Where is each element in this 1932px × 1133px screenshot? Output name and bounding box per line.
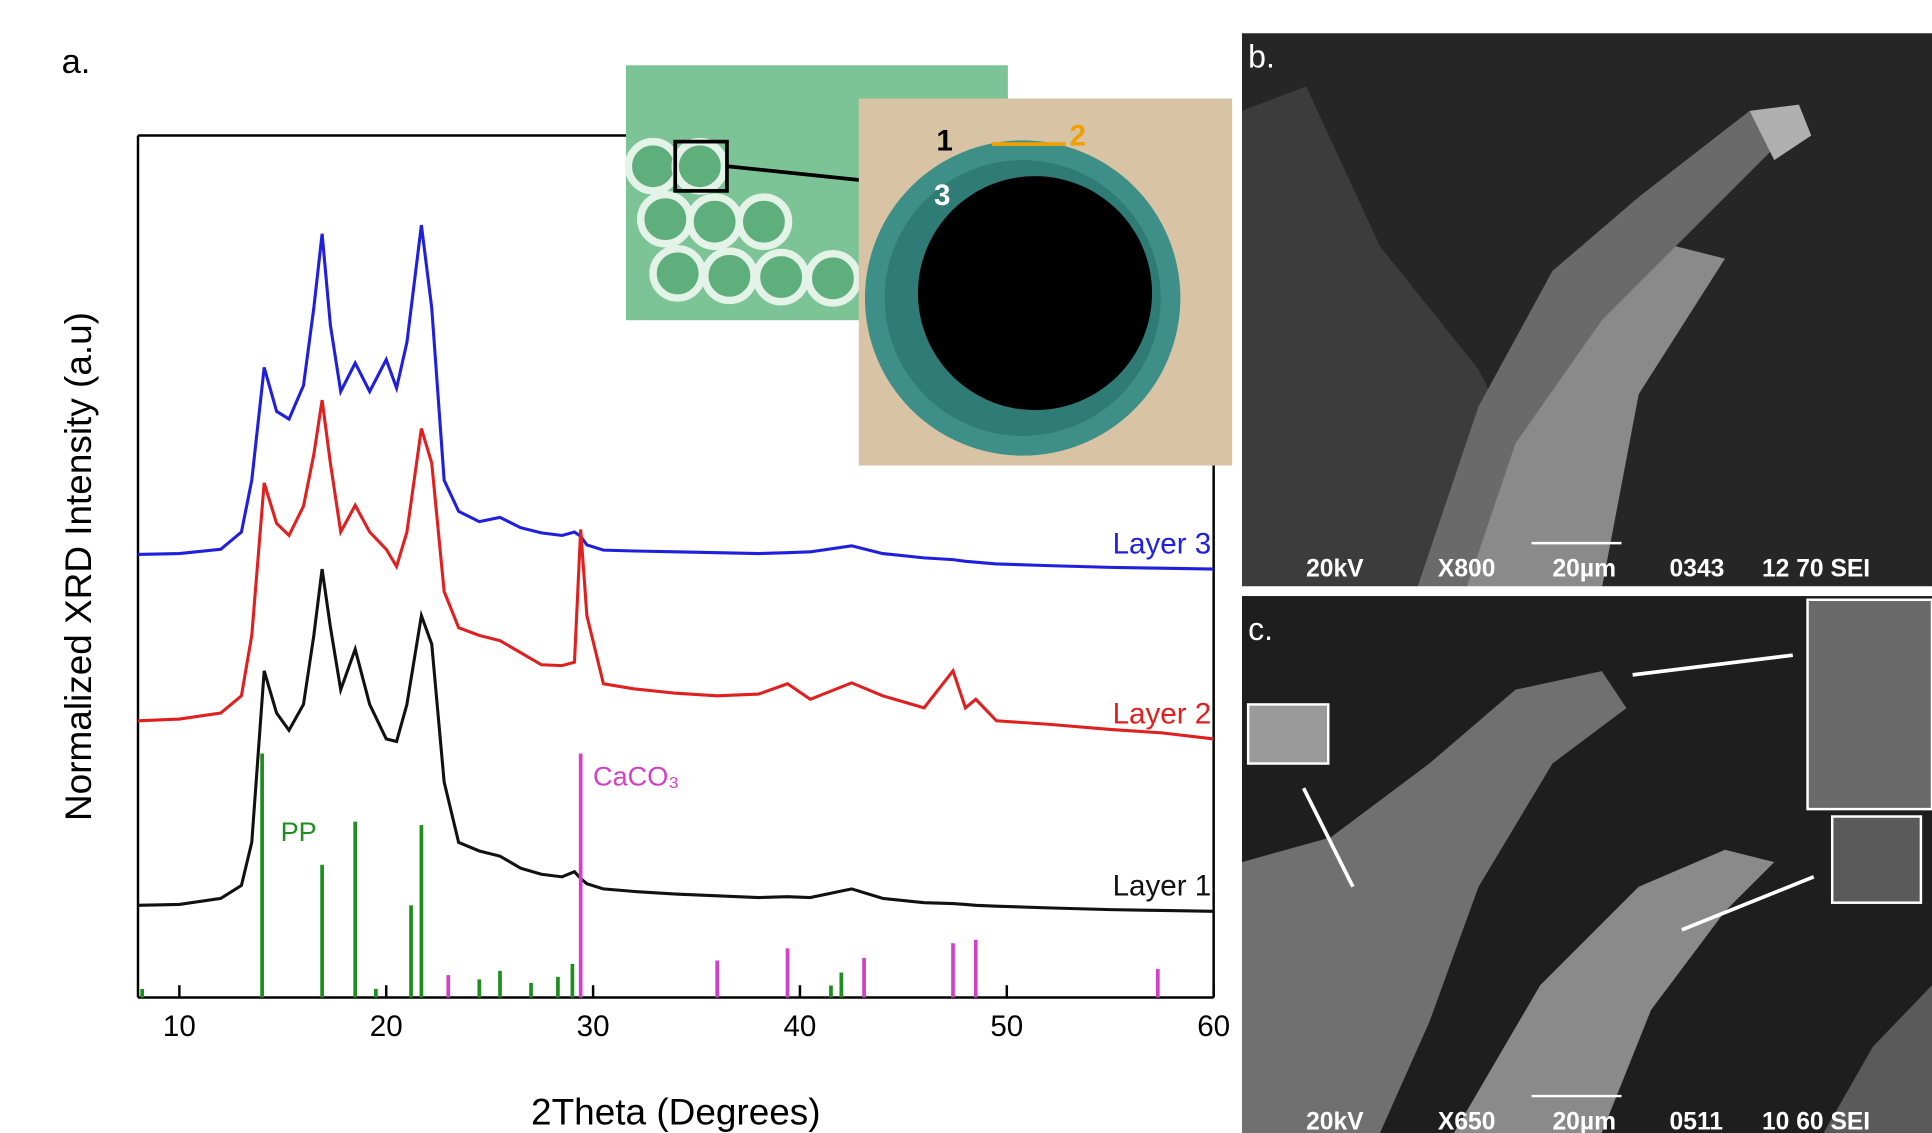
sem-info: 12 70 SEI [1762,556,1870,583]
reference-stick [829,985,833,997]
sem-info: X650 [1438,1109,1496,1133]
sem-image-c [1242,596,1932,1133]
photo-label: 1 [936,125,952,158]
reference-stick [786,948,790,997]
sem-info: 20kV [1306,1109,1364,1133]
sem-info: 20µm [1553,1109,1617,1133]
x-tick-label: 40 [784,1010,817,1043]
reference-stick [477,979,481,997]
x-tick-label: 10 [163,1010,196,1043]
reference-stick [374,989,378,998]
x-tick-label: 20 [370,1010,403,1043]
reference-stick [140,989,144,998]
reference-stick [839,973,843,998]
reference-stick [1156,969,1160,997]
reference-stick [529,983,533,998]
reference-label: PP [281,816,317,847]
reference-stick [951,943,955,997]
y-axis-title: Normalized XRD Intensity (a.u) [58,312,99,821]
panel-label: b. [1248,39,1275,75]
reference-stick [353,822,357,998]
reference-stick [409,905,413,997]
x-tick-label: 60 [1197,1010,1230,1043]
reference-stick [974,940,978,998]
sem-info: 20µm [1553,556,1617,583]
sem-info: X800 [1438,556,1496,583]
sem-image-b [1242,33,1932,588]
reference-stick [420,825,424,997]
series-label: Layer 1 [1113,870,1212,903]
x-tick-label: 50 [990,1010,1023,1043]
cross-section-photo [859,99,1232,466]
reference-stick [498,971,502,998]
x-axis-title: 2Theta (Degrees) [531,1091,821,1132]
series-label: Layer 3 [1113,528,1212,561]
reference-stick [260,754,264,998]
reference-stick [446,975,450,997]
reference-label: CaCO₃ [593,760,679,791]
sem-info: 10 60 SEI [1762,1109,1870,1133]
x-tick-label: 30 [577,1010,610,1043]
reference-stick [571,964,575,998]
figure: 10 20 30 40 50 60 2Theta (Degrees) Normalized X… [0,0,1932,1133]
series-line [138,569,1214,911]
panel-label: a. [62,43,91,81]
reference-stick [320,865,324,998]
reference-stick [579,754,583,998]
reference-stick [715,960,719,997]
photo-label: 2 [1069,120,1085,153]
reference-stick [862,958,866,998]
sem-info: 0511 [1670,1109,1724,1133]
photo-label: 3 [934,179,950,212]
panel-label: c. [1248,611,1273,647]
page: {"chart_data": {"type": "line", "xlabel"… [0,0,1932,1133]
series-label: Layer 2 [1113,697,1212,730]
sem-info: 0343 [1670,556,1725,583]
reference-stick [556,977,560,998]
sem-info: 20kV [1306,556,1364,583]
